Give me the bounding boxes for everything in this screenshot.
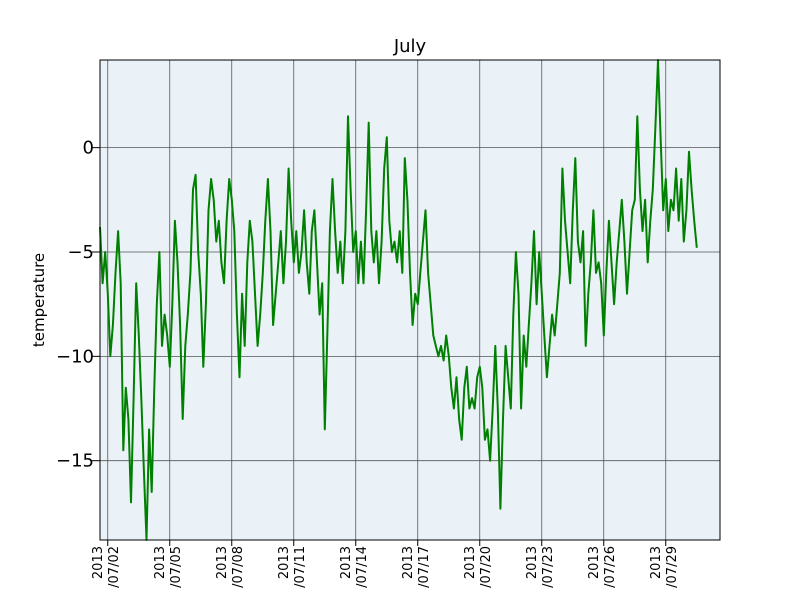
- x-tick-label-year: 2013: [153, 546, 168, 579]
- x-tick-label-year: 2013: [215, 546, 230, 579]
- x-tick-label-date: /07/05: [169, 546, 184, 588]
- y-tick-label: −5: [67, 242, 94, 263]
- x-tick-label-year: 2013: [277, 546, 292, 579]
- y-tick-label: 0: [83, 138, 94, 159]
- x-tick-label-year: 2013: [91, 546, 106, 579]
- x-tick-label: 2013/07/08: [215, 546, 246, 588]
- x-tick-label-date: /07/29: [665, 546, 680, 588]
- x-tick-label-date: /07/17: [417, 546, 432, 588]
- x-tick-label: 2013/07/14: [339, 546, 370, 588]
- x-tick-label-year: 2013: [649, 546, 664, 579]
- x-tick-label-year: 2013: [463, 546, 478, 579]
- x-axis-ticks: 2013/07/02 2013/07/05 2013/07/08 2013/07/11…: [91, 540, 680, 588]
- x-tick-label: 2013/07/02: [91, 546, 122, 588]
- x-tick-label-date: /07/23: [541, 546, 556, 588]
- temperature-series-line: [99, 59, 698, 541]
- x-tick-label-date: /07/11: [293, 546, 308, 588]
- plot-frame: [99, 59, 721, 541]
- x-tick-label-date: /07/20: [479, 546, 494, 588]
- x-tick-label-date: /07/26: [603, 546, 618, 588]
- x-tick-label: 2013/07/26: [587, 546, 618, 588]
- chart-title: July: [393, 36, 427, 57]
- x-tick-label-year: 2013: [525, 546, 540, 579]
- x-tick-label: 2013/07/29: [649, 546, 680, 588]
- x-tick-label-date: /07/08: [231, 546, 246, 588]
- y-tick-label: −15: [56, 451, 94, 472]
- x-tick-label: 2013/07/20: [463, 546, 494, 588]
- x-tick-label: 2013/07/05: [153, 546, 184, 588]
- x-tick-label-date: /07/14: [355, 546, 370, 588]
- y-tick-label: −10: [56, 346, 94, 367]
- y-axis-ticks: 0 −5 −10 −15: [56, 138, 100, 472]
- x-tick-label: 2013/07/11: [277, 546, 308, 588]
- plot-background: [100, 60, 720, 540]
- x-tick-label-year: 2013: [339, 546, 354, 579]
- x-tick-label: 2013/07/17: [401, 546, 432, 588]
- y-axis-label: temperature: [30, 253, 48, 347]
- x-tick-label-year: 2013: [401, 546, 416, 579]
- x-tick-label-date: /07/02: [107, 546, 122, 588]
- x-tick-label: 2013/07/23: [525, 546, 556, 588]
- x-tick-label-year: 2013: [587, 546, 602, 579]
